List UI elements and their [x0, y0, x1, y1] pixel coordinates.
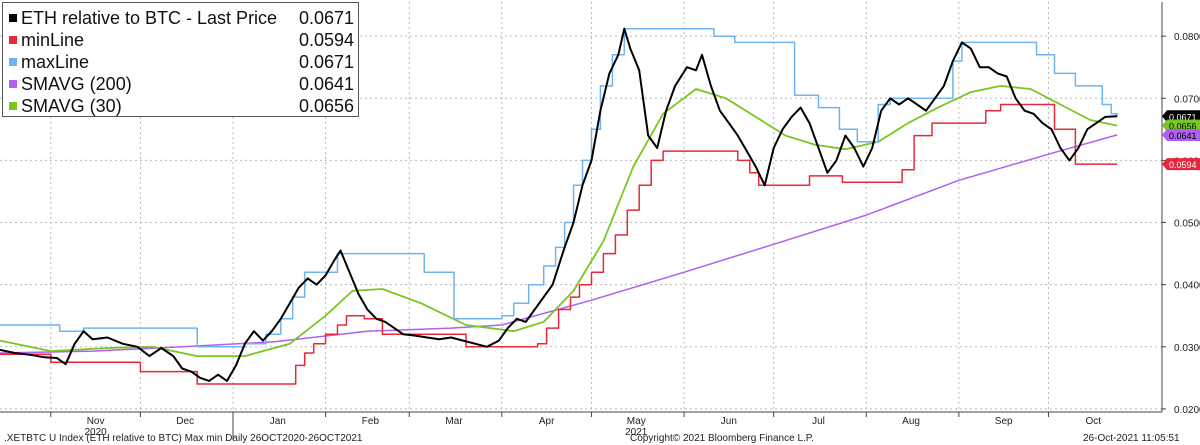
x-tick-label: Dec [176, 416, 194, 427]
last-value-tag-text: 0.0641 [1169, 131, 1197, 141]
x-tick-label: Sep [995, 416, 1013, 427]
series-line-eth-relative-to-btc-last-price [0, 27, 1118, 382]
x-tick-label: Feb [362, 416, 380, 427]
x-tick-label: Jun [721, 416, 737, 427]
x-tick-label: Nov [87, 416, 105, 427]
legend-swatch-last-price [9, 14, 17, 22]
x-tick-label: Mar [445, 416, 463, 427]
x-tick-label: Apr [539, 416, 555, 427]
last-value-tag-text: 0.0594 [1169, 160, 1197, 170]
series-line-smavg-30 [0, 85, 1118, 357]
legend-swatch-smavg-30 [9, 102, 17, 110]
last-value-tag: 0.0656 [1162, 119, 1200, 132]
footer-copyright: Copyright© 2021 Bloomberg Finance L.P. [630, 433, 814, 444]
series-line-minline [0, 103, 1118, 385]
legend-entry-smavg-200: SMAVG (200) 0.0641 [7, 73, 354, 95]
legend-value: 0.0641 [298, 73, 354, 94]
legend-label: ETH relative to BTC - Last Price [21, 7, 278, 28]
last-value-tag-bg [1162, 128, 1200, 141]
x-tick-label: Jul [812, 416, 825, 427]
legend-label: SMAVG (200) [21, 73, 132, 94]
legend-swatch-minline [9, 36, 17, 44]
legend-label: maxLine [21, 51, 90, 72]
legend-label: SMAVG (30) [21, 95, 122, 116]
legend-entry-minline: minLine 0.0594 [7, 29, 354, 51]
last-value-tag-text: 0.0656 [1169, 122, 1197, 132]
x-year-label: 2020 [84, 427, 107, 438]
last-value-tag-bg [1162, 119, 1200, 132]
last-value-tag: 0.0641 [1162, 128, 1200, 141]
x-tick-label: Jan [270, 416, 286, 427]
legend-value: 0.0671 [298, 7, 354, 28]
legend-swatch-smavg-200 [9, 80, 17, 88]
last-value-tag-text: 0.0671 [1169, 112, 1197, 122]
legend-box: ETH relative to BTC - Last Price 0.0671 … [2, 2, 359, 117]
legend-value: 0.0671 [298, 51, 354, 72]
legend-value: 0.0594 [298, 29, 354, 50]
last-value-tag: 0.0671 [1162, 110, 1200, 123]
legend-entry-smavg-30: SMAVG (30) 0.0656 [7, 95, 354, 117]
y-tick-label: 0.0800 [1174, 32, 1200, 43]
legend-swatch-maxline [9, 58, 17, 66]
footer-source: .XETBTC U Index (ETH relative to BTC) Ma… [4, 433, 363, 444]
x-tick-label: Oct [1086, 416, 1102, 427]
legend-entry-last-price: ETH relative to BTC - Last Price 0.0671 [7, 7, 354, 29]
footer-timestamp: 26-Oct-2021 11:05:51 [1083, 433, 1180, 444]
legend-value: 0.0656 [298, 95, 354, 116]
last-value-tag-bg [1162, 110, 1200, 123]
legend-label: minLine [21, 29, 85, 50]
last-value-tag: 0.0594 [1162, 158, 1200, 171]
last-value-tag-bg [1162, 158, 1200, 171]
x-tick-label: May [627, 416, 646, 427]
legend-entry-maxline: maxLine 0.0671 [7, 51, 354, 73]
x-tick-label: Aug [902, 416, 920, 427]
x-year-label: 2021 [625, 427, 648, 438]
